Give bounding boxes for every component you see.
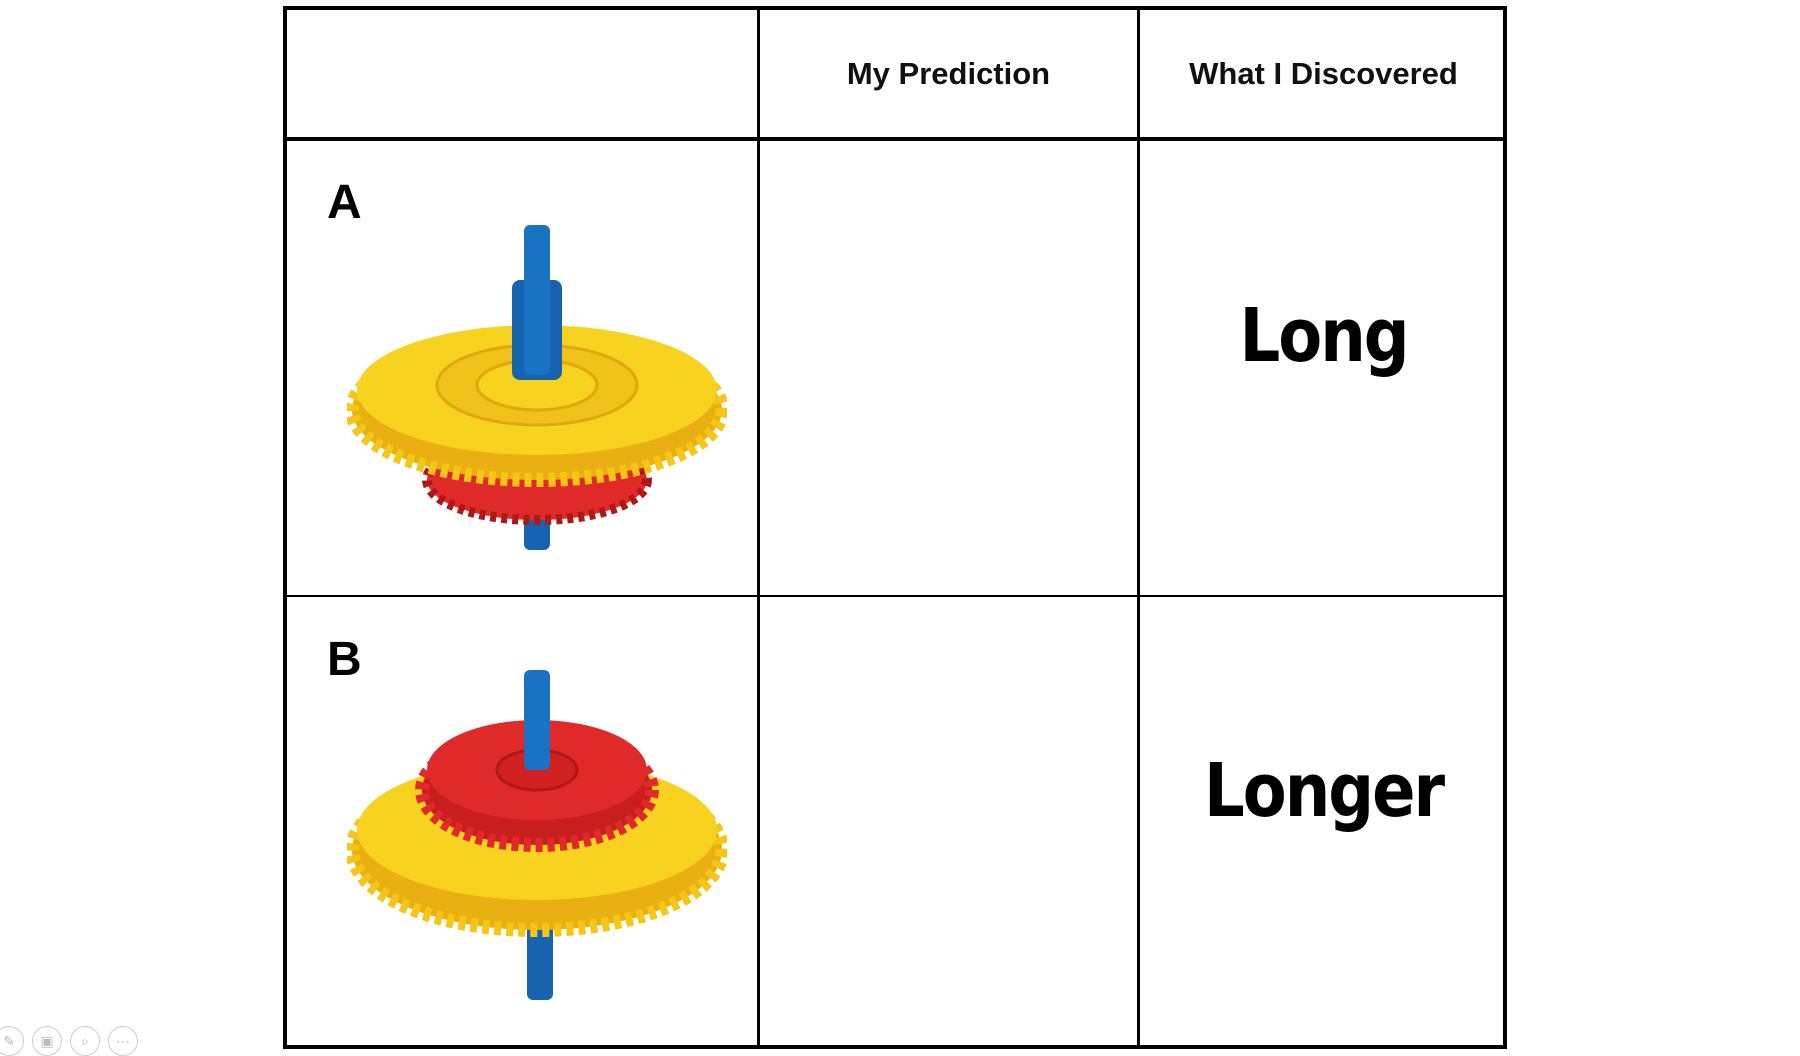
pen-icon[interactable]: ✎ bbox=[0, 1026, 24, 1056]
row-divider bbox=[287, 595, 1503, 597]
slides-icon[interactable]: ▣ bbox=[32, 1026, 62, 1056]
zoom-icon[interactable]: ⌕ bbox=[70, 1026, 100, 1056]
gear-assembly-a-image bbox=[347, 225, 727, 550]
row-label-b: B bbox=[327, 633, 362, 686]
header-my-prediction: My Prediction bbox=[846, 56, 1051, 91]
slideshow-toolbar: ✎ ▣ ⌕ ⋯ bbox=[0, 1026, 138, 1056]
prediction-cell-a[interactable] bbox=[760, 141, 1137, 595]
header-what-i-discovered: What I Discovered bbox=[1189, 56, 1458, 91]
column-divider bbox=[1137, 10, 1140, 1045]
header-empty bbox=[287, 10, 757, 138]
prediction-cell-b[interactable] bbox=[760, 597, 1137, 1047]
header-divider bbox=[287, 137, 1503, 141]
column-divider bbox=[757, 10, 760, 1045]
comparison-table: My Prediction What I Discovered A B Long… bbox=[283, 6, 1507, 1049]
gear-assembly-b-image bbox=[347, 670, 727, 1000]
discovered-a: Long bbox=[1239, 294, 1409, 380]
row-label-a: A bbox=[327, 176, 362, 229]
discovered-b: Longer bbox=[1203, 749, 1445, 835]
more-icon[interactable]: ⋯ bbox=[108, 1026, 138, 1056]
